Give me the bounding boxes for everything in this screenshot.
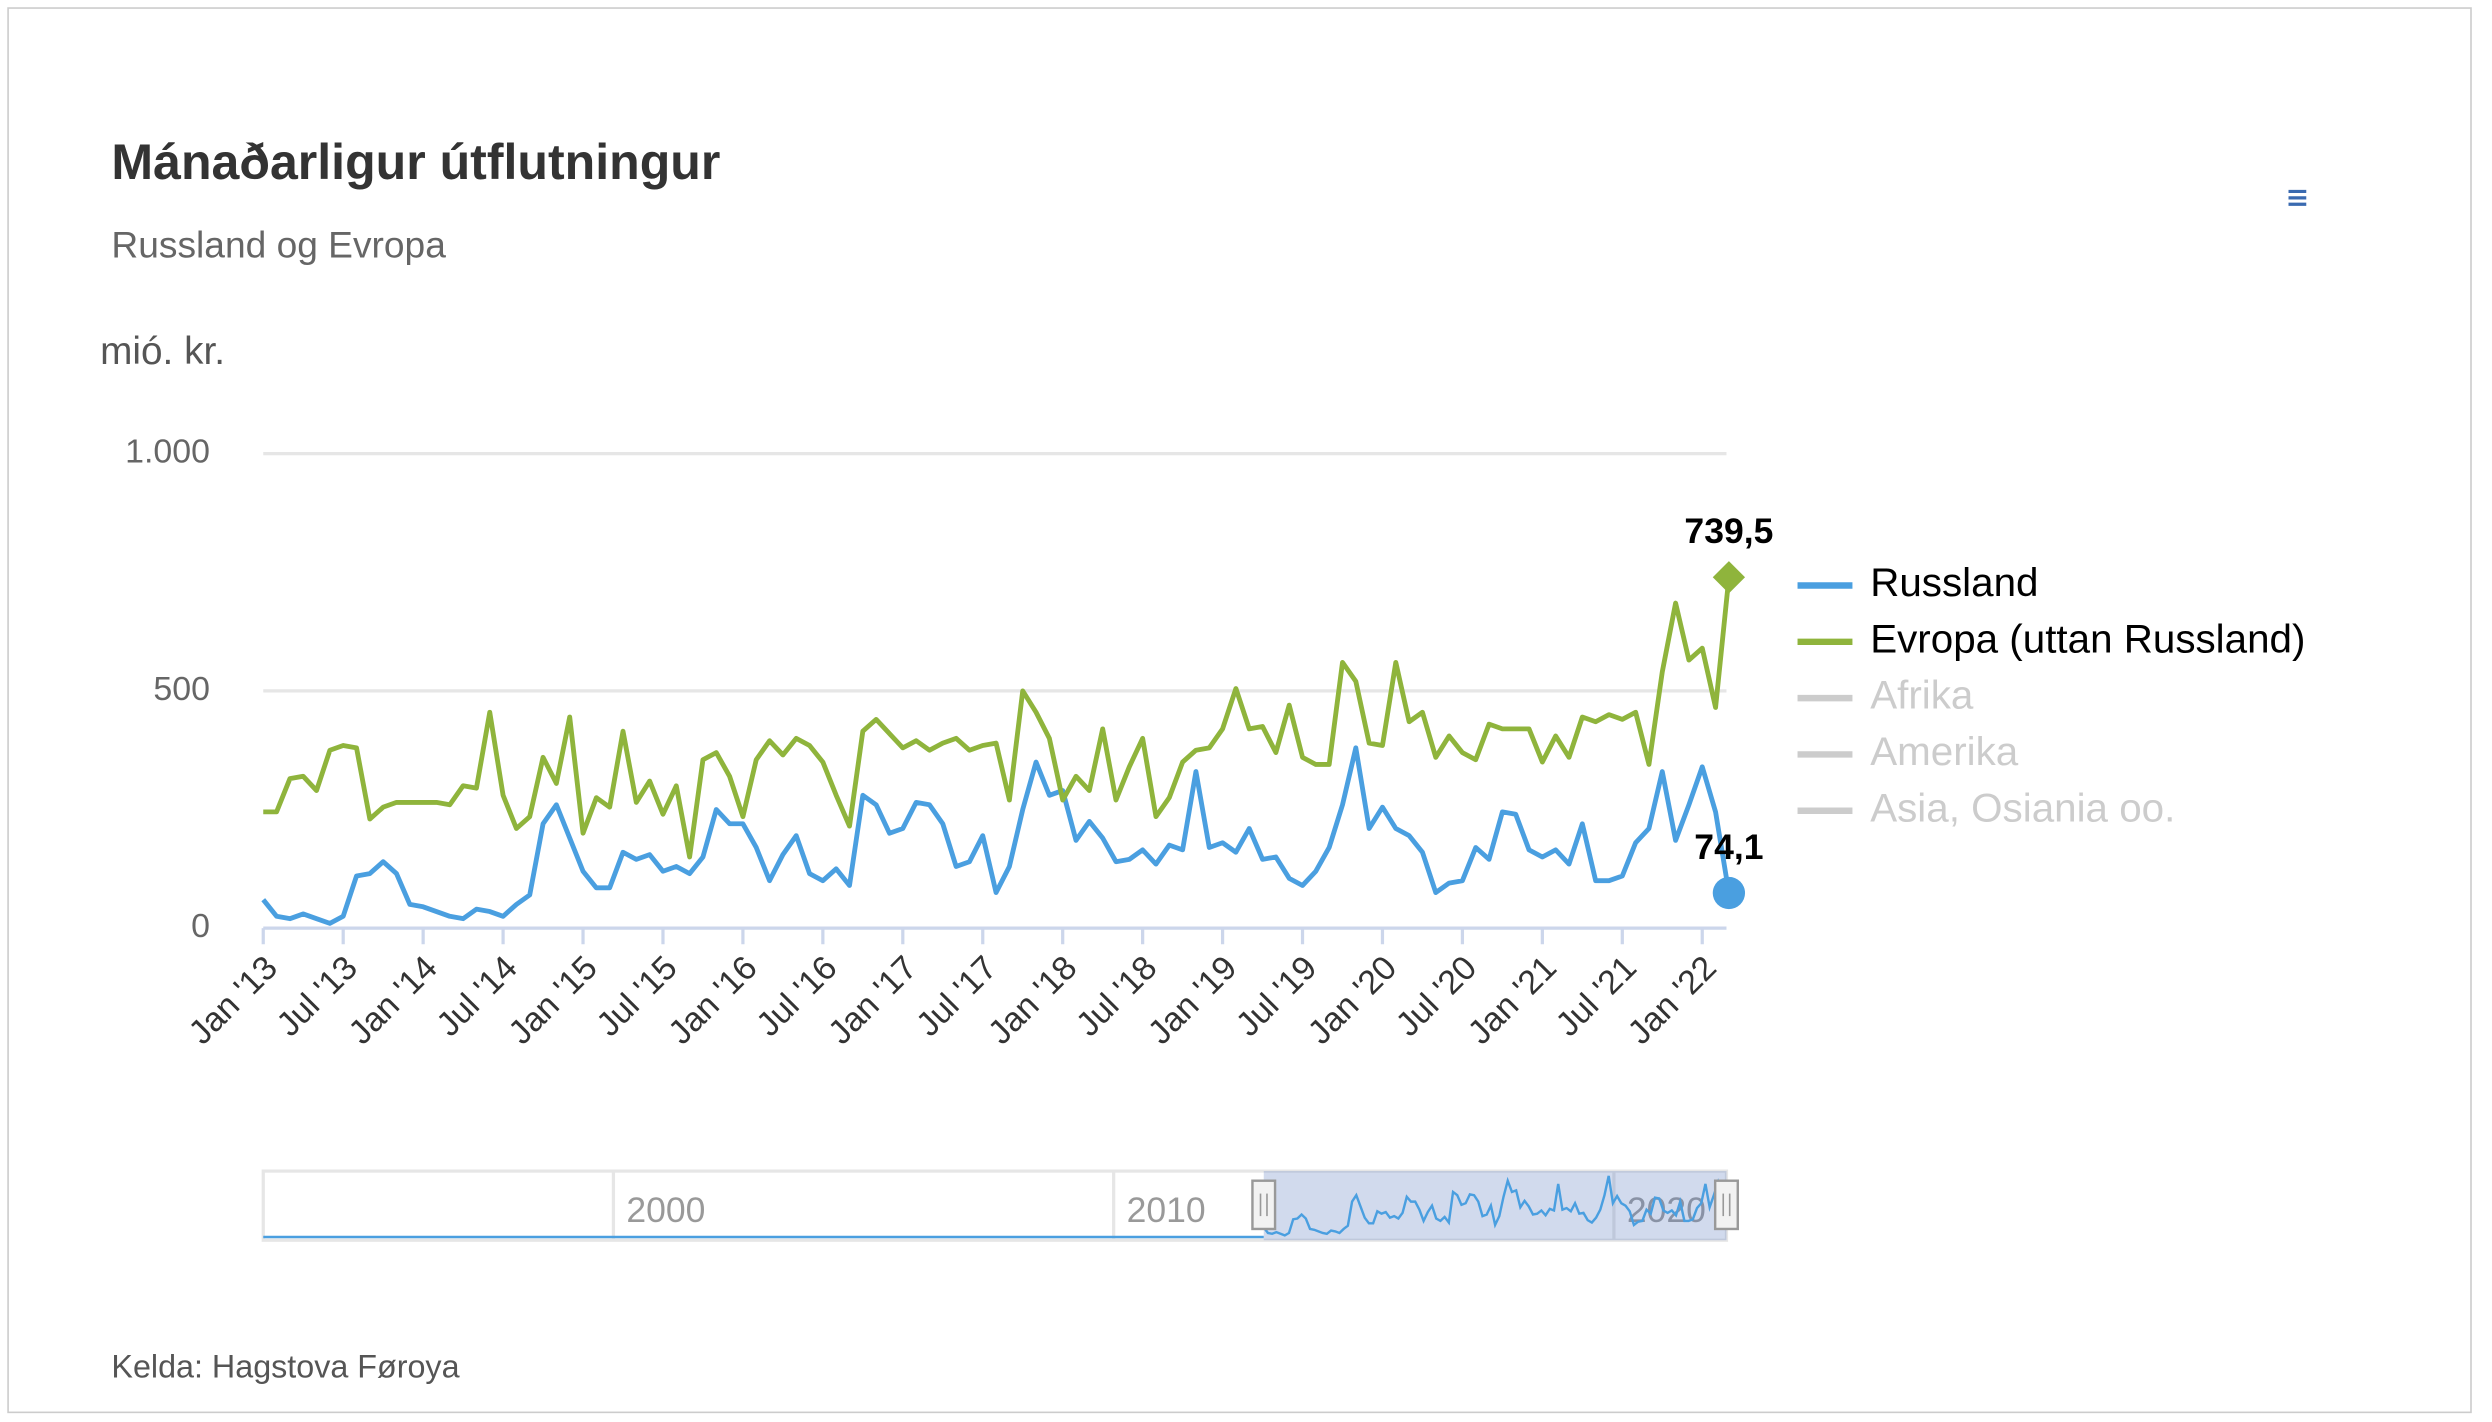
navigator-label: 2010 xyxy=(1127,1190,1206,1230)
navigator-label: 2000 xyxy=(626,1190,705,1230)
series-line xyxy=(263,576,1732,860)
frame xyxy=(7,7,2472,1414)
point-marker xyxy=(1712,876,1746,910)
navigator-handle[interactable] xyxy=(1713,1179,1739,1231)
navigator-label: 2020 xyxy=(1627,1190,1706,1230)
navigator-handle-box xyxy=(1251,1179,1277,1231)
y-tick-label: 1.000 xyxy=(125,433,210,471)
legend-label[interactable]: Asia, Osiania oo. xyxy=(1870,785,2175,830)
navigator-handle-box xyxy=(1713,1179,1739,1231)
legend-label[interactable]: Amerika xyxy=(1870,729,2019,774)
data-label: 739,5 xyxy=(1684,511,1773,551)
y-axis-label: mió. kr. xyxy=(100,330,225,373)
navigator-mask xyxy=(1263,1171,1727,1241)
data-label: 74,1 xyxy=(1694,827,1763,867)
y-tick-label: 500 xyxy=(153,670,210,708)
navigator-handle[interactable] xyxy=(1251,1179,1277,1231)
point-marker xyxy=(1712,561,1746,594)
legend-label[interactable]: Afrika xyxy=(1870,673,1974,718)
chart-title: Mánaðarligur útflutningur xyxy=(111,134,720,190)
chart-subtitle: Russland og Evropa xyxy=(111,224,446,266)
y-tick-label: 0 xyxy=(191,907,210,945)
legend-label[interactable]: Evropa (uttan Russland) xyxy=(1870,617,2305,662)
series-line xyxy=(261,745,1732,926)
menu-button[interactable] xyxy=(2277,177,2319,219)
legend-label[interactable]: Russland xyxy=(1870,560,2038,605)
navigator-line xyxy=(1262,1175,1728,1237)
source: Kelda: Hagstova Føroya xyxy=(111,1348,459,1384)
